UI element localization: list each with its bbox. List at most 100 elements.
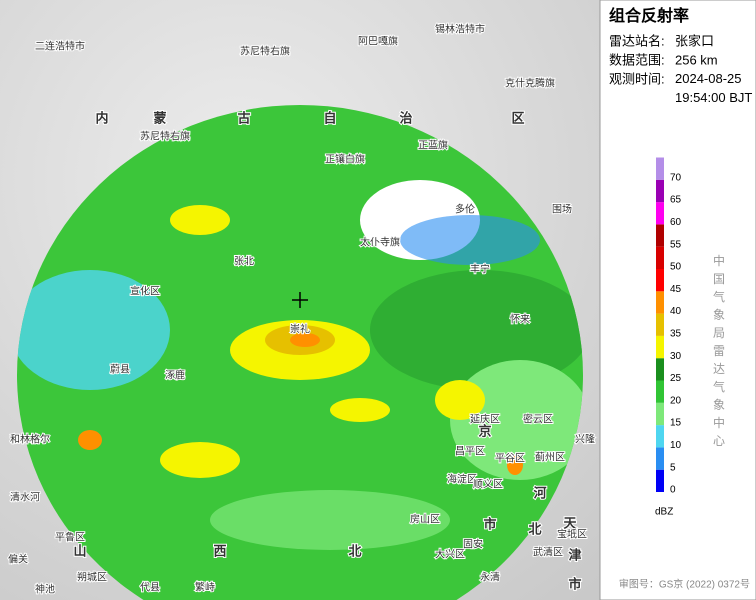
legend-label: 15 [670,418,682,429]
map-label: 正蓝旗 [418,139,448,152]
map-label: 区 [511,110,524,125]
map-label: 内 [95,110,108,125]
map-label: 神池 [35,583,55,596]
map-label: 天 [563,515,577,530]
map-label: 偏关 [8,553,28,566]
legend-swatch [656,291,664,314]
map-label: 朔城区 [77,571,107,584]
legend-label: 45 [670,284,682,295]
row-value: 256 km [675,52,718,67]
legend-swatch [656,469,664,492]
legend-label: 70 [670,172,682,183]
legend-label: 20 [670,395,682,406]
map-label: 津 [568,547,581,562]
legend-label: 30 [670,351,682,362]
map-label: 围场 [552,203,572,216]
map-label: 大兴区 [435,548,465,561]
map-label: 蒙 [153,110,166,125]
legend-swatch [656,358,664,381]
map-label: 克什克腾旗 [505,77,555,90]
map-label: 宣化区 [130,285,160,298]
map-label: 太仆寺旗 [360,236,400,249]
legend-label: 50 [670,262,682,273]
radar-echo [17,105,583,600]
row-value: 2024-08-25 19:54:00 BJT [675,71,752,105]
map-label: 蓟州区 [535,451,565,464]
legend-swatch [656,313,664,336]
map-label: 延庆区 [470,413,500,426]
map-label: 丰宁 [470,263,490,276]
legend-unit: dBZ [655,507,673,518]
map-label: 崇礼 [290,323,310,336]
map-label: 永清 [480,571,500,584]
legend-label: 0 [670,485,676,496]
map-label: 顺义区 [473,479,503,491]
legend-swatch [656,380,664,403]
legend-vertical-text: 中国气象局雷达气象中心 [713,253,725,448]
map-label: 市 [568,576,581,591]
row-label: 观测时间: [609,71,665,86]
map-label: 涿鹿 [165,369,185,382]
info-panel [599,0,756,600]
row-label: 雷达站名: [609,33,665,48]
map-label: 京 [478,423,491,438]
map-label: 密云区 [523,413,553,426]
map-label: 北 [348,543,361,558]
map-label: 自 [323,110,336,125]
legend-label: 55 [670,239,682,250]
legend-label: 40 [670,306,682,317]
legend-swatch [656,179,664,203]
row-label: 数据范围: [609,52,665,67]
legend-label: 5 [670,462,676,473]
map-label: 繁峙 [195,581,215,594]
map-label: 多伦 [455,203,475,216]
map-label: 兴隆 [575,433,595,446]
map-label: 西 [213,543,226,558]
map-label: 武清区 [533,546,563,559]
map-label: 昌平区 [455,446,485,458]
map-label: 代县 [140,582,160,594]
map-label: 治 [399,110,412,125]
legend-swatch [656,269,664,292]
legend-swatch [656,224,664,247]
map-label: 蔚县 [110,364,130,376]
map-label: 平谷区 [495,453,525,465]
legend-swatch [656,157,664,180]
legend-swatch [656,335,664,359]
map-label: 北 [528,521,541,536]
radar-site [292,292,308,308]
row-value: 张家口 [675,33,714,48]
legend-label: 65 [670,195,682,206]
legend-label: 60 [670,217,682,228]
map-label: 锡林浩特市 [435,23,485,36]
map-label: 二连浩特市 [35,40,85,53]
map-label: 宝坻区 [557,528,587,541]
map-label: 正镶白旗 [325,153,365,166]
map-label: 固安 [463,538,483,551]
map-label: 张北 [234,256,254,268]
legend-swatch [656,202,664,225]
legend-swatch [656,402,664,426]
footer: 审图号：GS京 (2022) 0372号 [619,578,750,591]
map-label: 房山区 [410,513,440,526]
map-label: 苏尼特右旗 [140,130,190,143]
legend-swatch [656,425,664,448]
map-label: 海淀区 [447,473,477,486]
map-label: 怀来 [510,314,530,326]
map-label: 河 [533,485,546,500]
map-label: 平鲁区 [55,531,85,544]
legend-label: 25 [670,373,682,384]
map-label: 苏尼特右旗 [240,45,290,58]
legend-label: 35 [670,329,682,340]
map-label: 清水河 [10,491,40,504]
legend-swatch [656,246,664,269]
panel-title: 组合反射率 [609,6,689,25]
map-label: 和林格尔 [10,433,50,446]
map-label: 市 [483,516,496,531]
legend-label: 10 [670,440,682,451]
legend-swatch [656,447,664,470]
map-label: 阿巴嘎旗 [358,35,398,48]
map-label: 山 [73,543,86,558]
